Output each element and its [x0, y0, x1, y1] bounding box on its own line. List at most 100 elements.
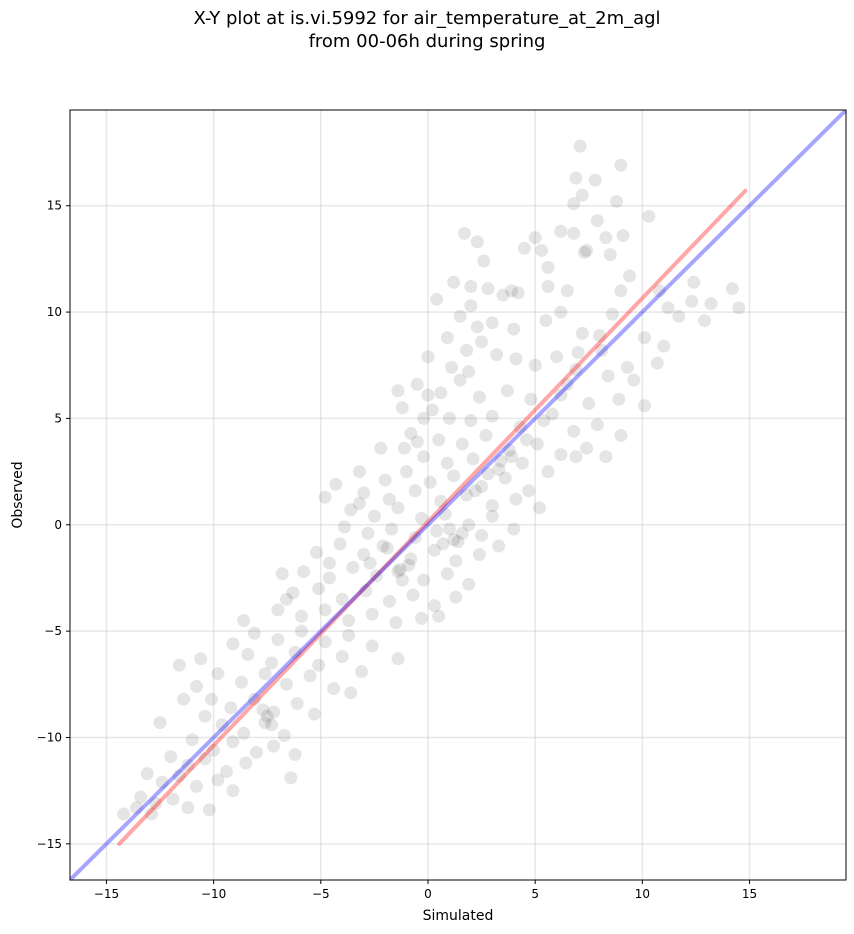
scatter-point [239, 756, 253, 770]
scatter-point [185, 733, 199, 747]
scatter-point [415, 511, 429, 525]
scatter-point [359, 584, 373, 598]
scatter-point [400, 465, 414, 479]
chart-title-line-2: from 00-06h during spring [308, 31, 546, 52]
scatter-point [410, 377, 424, 391]
scatter-point [509, 352, 523, 366]
scatter-point [442, 522, 456, 536]
scatter-point [460, 343, 474, 357]
scatter-point [271, 633, 285, 647]
scatter-point [554, 224, 568, 238]
scatter-point [140, 767, 154, 781]
scatter-point [567, 424, 581, 438]
scatter-point [367, 509, 381, 523]
identity-line [70, 110, 846, 880]
scatter-point [447, 275, 461, 289]
scatter-point [224, 701, 238, 715]
x-tick-label: −5 [312, 887, 330, 901]
scatter-point [357, 486, 371, 500]
scatter-point [481, 467, 495, 481]
chart-title-line-1: X-Y plot at is.vi.5992 for air_temperatu… [193, 8, 661, 29]
scatter-point [505, 450, 519, 464]
scatter-point [455, 437, 469, 451]
scatter-point [535, 243, 549, 257]
scatter-point [267, 739, 281, 753]
y-tick-label: 0 [54, 518, 62, 532]
scatter-point [189, 679, 203, 693]
scatter-point [256, 703, 270, 717]
scatter-point [312, 582, 326, 596]
scatter-point [464, 299, 478, 313]
scatter-point [511, 286, 525, 300]
y-tick-label: −15 [37, 837, 62, 851]
scatter-point [361, 526, 375, 540]
scatter-point [288, 748, 302, 762]
scatter-point [421, 388, 435, 402]
scatter-point [172, 769, 186, 783]
scatter-point [258, 716, 272, 730]
scatter-point [522, 484, 536, 498]
scatter-point [417, 411, 431, 425]
scatter-point [485, 499, 499, 513]
scatter-point [610, 194, 624, 208]
scatter-point [650, 356, 664, 370]
scatter-point [614, 428, 628, 442]
scatter-point [303, 669, 317, 683]
scatter-point [365, 607, 379, 621]
scatter-point [284, 771, 298, 785]
scatter-point [496, 288, 510, 302]
scatter-point [517, 241, 531, 255]
scatter-point [537, 414, 551, 428]
scatter-point [434, 386, 448, 400]
scatter-point [498, 471, 512, 485]
scatter-point [438, 507, 452, 521]
data-points [117, 139, 746, 821]
scatter-point [554, 448, 568, 462]
scatter-point [237, 726, 251, 740]
scatter-point [637, 399, 651, 413]
scatter-point [434, 494, 448, 508]
x-tick-label: 5 [531, 887, 539, 901]
scatter-point [189, 779, 203, 793]
scatter-point [134, 790, 148, 804]
scatter-point [569, 450, 583, 464]
scatter-point [601, 369, 615, 383]
scatter-point [475, 335, 489, 349]
scatter-point [464, 414, 478, 428]
scatter-point [642, 209, 656, 223]
scatter-point [457, 226, 471, 240]
scatter-point [117, 807, 131, 821]
axis-ticks: −15 −10 −5 0 5 10 15 −15 −10 −5 0 5 10 15 [37, 199, 758, 901]
y-tick-label: −10 [37, 730, 62, 744]
scatter-point [177, 692, 191, 706]
scatter-point [202, 803, 216, 817]
scatter-point [408, 484, 422, 498]
scatter-point [335, 592, 349, 606]
scatter-point [280, 677, 294, 691]
scatter-point [382, 492, 396, 506]
scatter-point [181, 801, 195, 815]
scatter-point [378, 473, 392, 487]
scatter-point [391, 501, 405, 515]
scatter-point [614, 284, 628, 298]
x-tick-label: −10 [201, 887, 226, 901]
scatter-point [494, 454, 508, 468]
scatter-point [436, 537, 450, 551]
scatter-point [198, 752, 212, 766]
scatter-point [725, 282, 739, 296]
scatter-point [417, 573, 431, 587]
scatter-point [310, 545, 324, 559]
scatter-point [211, 667, 225, 681]
scatter-point [344, 686, 358, 700]
scatter-point [622, 269, 636, 283]
scatter-point [577, 246, 591, 260]
scatter-point [265, 656, 279, 670]
scatter-point [515, 456, 529, 470]
scatter-point [569, 171, 583, 185]
scatter-point [329, 477, 343, 491]
scatter-point [417, 450, 431, 464]
scatter-point [155, 775, 169, 789]
scatter-point [385, 522, 399, 536]
scatter-point [580, 243, 594, 257]
scatter-point [410, 435, 424, 449]
